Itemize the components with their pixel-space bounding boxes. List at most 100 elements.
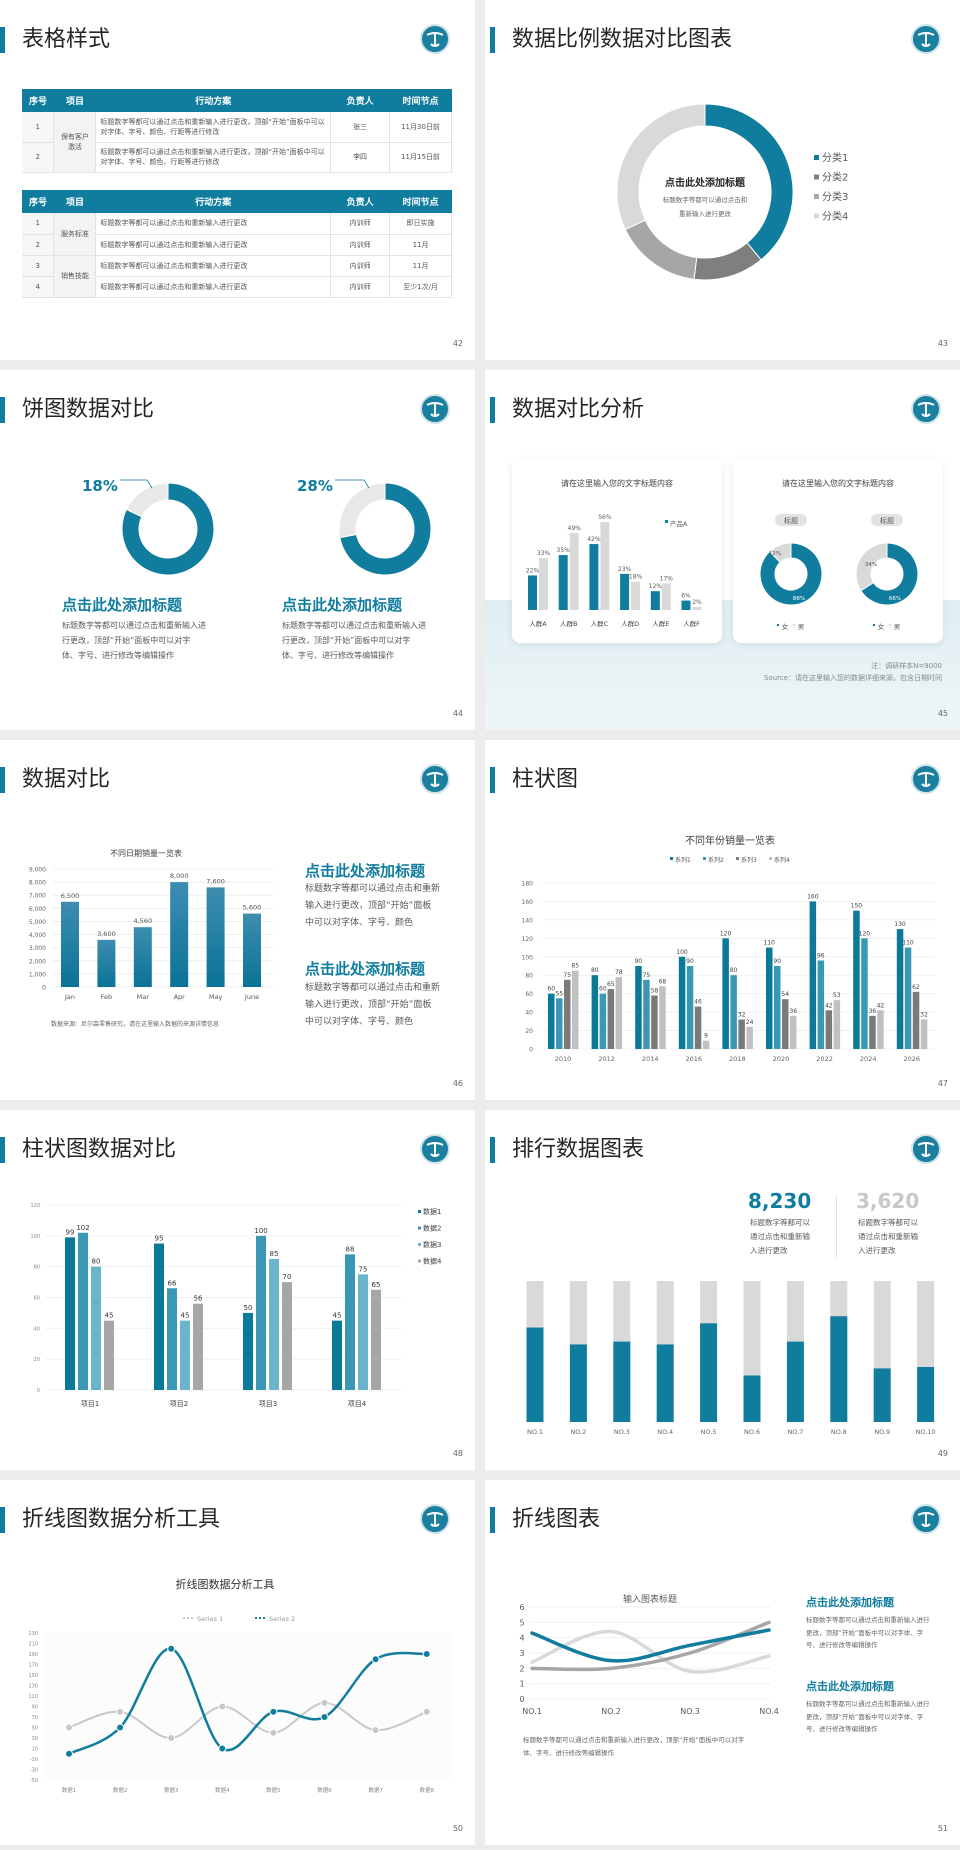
legend-swatch [736, 857, 739, 860]
block-heading: 点击此处添加标题 [305, 960, 426, 978]
legend-swatch [793, 624, 795, 626]
legend-label: 系列2 [708, 856, 724, 864]
leader-line [120, 479, 153, 489]
slide-title: 数据比例数据对比图表 [512, 27, 733, 52]
y-tick-label: 2 [519, 1664, 524, 1673]
series-line [530, 1620, 771, 1672]
action-cell: 标题数字等都可以通过点击和重新输入进行更改 [95, 276, 332, 298]
bar [564, 979, 571, 1049]
center-text-line: 标题数字等都可以通过点击和 [663, 195, 748, 204]
x-tick-label: Jan [64, 993, 75, 1001]
data-label: 35% [557, 547, 571, 554]
logo-icon [420, 1134, 450, 1164]
block-text-line: 标题数字等都可以通过点击和重新 [305, 983, 441, 993]
bar [766, 947, 773, 1049]
owner-cell: 内训师 [330, 276, 391, 298]
owner-cell: 内训师 [330, 234, 391, 256]
legend-swatch [814, 155, 819, 160]
page-number: 44 [452, 709, 463, 718]
slide-48[interactable]: 柱状图数据对比 0 20 40 60 80 100 120 99 102 80 45 项目1 95 66 4… [0, 1110, 475, 1470]
column-header: 序号 [22, 89, 54, 112]
legend-label: 分类2 [822, 171, 848, 184]
deadline-cell: 11月30日前 [389, 112, 452, 143]
y-tick-label: 230 [28, 1631, 38, 1637]
caption-line: 体、字号、进行修改等编辑操作 [523, 1749, 614, 1757]
slide-47[interactable]: 柱状图 不同年份销量一览表 系列1 系列2 系列3 系列4 0 20 40 60 80 100 120… [485, 740, 960, 1100]
data-label: 18% [629, 574, 643, 581]
donut-1-slice-2 [769, 542, 792, 564]
bar [282, 1282, 292, 1390]
slide-51[interactable]: 折线图表 输入图表标题 0 1 2 3 4 5 6 NO.1 NO.2 NO.3 NO.4 标题数字等… [485, 1480, 960, 1845]
bar [256, 1235, 266, 1390]
column-header: 负责人 [330, 190, 390, 213]
action-cell: 标题数字等都可以通过点击和重新输入进行更改 [95, 255, 332, 277]
percent-label: 18% [82, 477, 118, 495]
slide-46[interactable]: 数据对比 不同日期销量一览表 0 1,000 2,000 3,000 4,000 5,000… [0, 740, 475, 1100]
x-tick-label: 2020 [773, 1055, 790, 1063]
slide-49[interactable]: 排行数据图表 8,230 标题数字等都可以 通过点击和重新输 入进行更改 3,6… [485, 1110, 960, 1470]
data-label: 50 [244, 1304, 253, 1312]
data-label: 80 [730, 967, 738, 974]
slide-45[interactable]: 数据对比分析 请在这里输入您的文字标题内容 请在这里输入您的文字标题内容 22% 33… [485, 370, 960, 730]
bar [825, 1010, 833, 1049]
slide-43[interactable]: 数据比例数据对比图表 点击此处添加标题 标题数字等都可以通过点击和 重新输入进行更改… [485, 0, 960, 360]
y-tick-label: 100 [522, 954, 534, 961]
bar [548, 993, 555, 1049]
bar [193, 1303, 203, 1390]
y-tick-label: 4,000 [29, 932, 46, 939]
y-tick-label: 170 [28, 1663, 38, 1669]
bar [599, 993, 607, 1049]
y-tick-label: 40 [525, 1010, 533, 1017]
donut-1-slice-1 [121, 482, 215, 576]
table: 序号 项目 行动方案 负责人 时间节点 1 服务标准 标题数字等都可以通过点击和重新输入进行更… [22, 190, 452, 298]
bar [539, 558, 548, 610]
x-tick-label: NO.7 [787, 1428, 803, 1436]
project-cell: 服务标准 [53, 213, 97, 256]
action-cell: 标题数字等都可以通过点击和重新输入进行更改，顶部“开始”面板中可以对字体、字号、… [95, 112, 332, 143]
title-accent-bar [490, 397, 495, 423]
title-accent-bar [0, 397, 5, 423]
table-header-row: 序号 项目 行动方案 负责人 时间节点 [22, 190, 452, 213]
y-tick-label: 180 [522, 881, 534, 888]
bar [78, 1232, 88, 1390]
bar [358, 1274, 368, 1390]
data-label: 32 [738, 1011, 746, 1018]
x-tick-label: Apr [174, 993, 186, 1001]
slide-42[interactable]: 表格样式 序号 项目 行动方案 负责人 时间节点 1 保有客户激活 标题数字等都可以通过点击和… [0, 0, 475, 360]
line-chart: 输入图表标题 0 1 2 3 4 5 6 NO.1 NO.2 NO.3 NO.4 [519, 1593, 778, 1716]
chart-title: 不同日期销量一览表 [110, 848, 182, 858]
data-point [218, 1744, 227, 1753]
data-label: 55 [555, 990, 563, 997]
y-tick-label: 90 [32, 1705, 38, 1711]
bar-fill [830, 1316, 848, 1422]
bar [556, 998, 563, 1049]
data-label: 22% [526, 567, 540, 574]
page-number: 46 [452, 1079, 463, 1088]
slide-50[interactable]: 折线图数据分析工具 折线图数据分析工具 Series 1 Series 2 -50 -3… [0, 1480, 475, 1845]
data-label: 88 [346, 1245, 355, 1253]
legend-swatch [418, 1226, 421, 1230]
x-tick-label: NO.1 [527, 1428, 543, 1436]
bar [572, 970, 579, 1049]
slide-title: 柱状图数据对比 [22, 1137, 177, 1162]
data-label: 5,600 [243, 904, 262, 912]
legend-swatch [814, 194, 819, 199]
data-label: 62 [912, 984, 920, 991]
bar-fill [656, 1344, 674, 1422]
data-label: 99 [66, 1228, 75, 1236]
legend-label: Series 1 [197, 1615, 223, 1623]
x-tick-label: 项目3 [259, 1400, 277, 1408]
legend-label: 男 [894, 623, 901, 631]
bar [912, 991, 920, 1049]
bar [345, 1254, 355, 1390]
y-tick-label: 80 [525, 973, 533, 980]
data-label: 90 [773, 958, 781, 965]
bar [694, 1006, 702, 1049]
data-point [371, 1655, 380, 1664]
slide-44[interactable]: 饼图数据对比 18% 28% 点击此处添加标题 标题数字等都可以通过点击和重新输入… [0, 370, 475, 730]
slice-label: 12% [769, 551, 781, 557]
data-point [116, 1723, 125, 1732]
bar [371, 1289, 381, 1390]
column-header: 序号 [22, 190, 54, 213]
page-number: 43 [937, 339, 948, 348]
